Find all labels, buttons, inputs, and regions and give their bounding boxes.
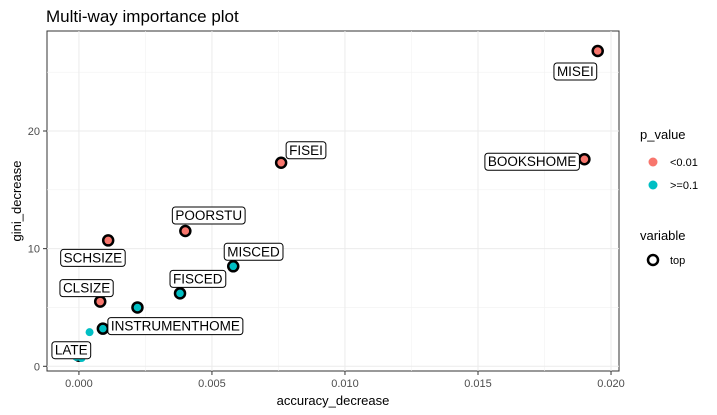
data-point [578, 152, 591, 166]
point-label-box [484, 152, 580, 171]
y-tick-label: 0 [34, 361, 40, 373]
point-label-text: FISCED [173, 271, 223, 286]
point-label-box [223, 242, 284, 261]
plot-panel [46, 30, 620, 372]
data-point [101, 234, 115, 247]
point-label: CLSIZE [59, 279, 114, 298]
y-axis-label: gini_decrease [9, 161, 24, 242]
data-point [96, 322, 110, 335]
point-label-box [59, 279, 114, 298]
point-label-text: LATE [55, 343, 88, 358]
point-label-box [553, 62, 598, 81]
point-label-text: CLSIZE [63, 281, 110, 296]
point-label-box [107, 317, 244, 336]
x-axis-label: accuracy_decrease [277, 393, 390, 408]
point-label-text: INSTRUMENTHOME [111, 319, 240, 334]
x-tick-label: 0.000 [65, 378, 93, 390]
point-label-text: BOOKSHOME [488, 154, 577, 169]
data-point [274, 156, 288, 170]
chart-title: Multi-way importance plot [46, 7, 239, 26]
legend-key-low-p [648, 157, 658, 167]
legend-key-high-p [648, 180, 658, 190]
legend-title-p-value: p_value [640, 127, 686, 142]
point-label-text: MISEI [557, 64, 594, 79]
x-tick-label: 0.010 [331, 378, 359, 390]
point-label: SCHSIZE [60, 248, 126, 267]
legend-key-top [646, 253, 660, 267]
point-label: FISCED [169, 269, 227, 288]
x-axis: 0.000 0.005 0.010 0.015 0.020 [65, 371, 625, 390]
point-label: INSTRUMENTHOME [107, 317, 244, 336]
point-label: LATE [51, 341, 92, 360]
x-tick-label: 0.015 [464, 378, 492, 390]
point-label: POORSTU [171, 206, 246, 225]
legend-label-top: top [670, 255, 685, 267]
point-label-box [169, 269, 227, 288]
point-label: BOOKSHOME [484, 152, 580, 171]
point-label-box [171, 206, 246, 225]
point-label-box [285, 141, 327, 160]
data-point [131, 301, 144, 314]
point-label: MISCED [223, 242, 284, 261]
legend-label-low-p: <0.01 [670, 157, 698, 169]
data-point [173, 287, 187, 300]
point-label: MISEI [553, 62, 598, 81]
point-label: FISEI [285, 141, 327, 160]
x-tick-label: 0.020 [597, 378, 625, 390]
data-point [179, 224, 192, 238]
data-point [85, 328, 94, 337]
legend-title-variable: variable [640, 228, 686, 243]
point-label-text: SCHSIZE [64, 250, 123, 265]
data-point [226, 260, 240, 273]
y-tick-label: 10 [28, 244, 40, 256]
point-labels: MISEI BOOKSHOME FISEI POORSTU SCHSIZE MISCED F… [51, 62, 598, 360]
y-axis: 0 10 20 [28, 126, 47, 373]
point-label-text: FISEI [289, 143, 323, 158]
point-label-box [51, 341, 92, 360]
legend-label-high-p: >=0.1 [670, 180, 698, 192]
data-point [93, 295, 107, 308]
grid-lines [47, 31, 619, 371]
point-label-text: MISCED [227, 244, 280, 259]
data-points [72, 44, 604, 363]
point-label-box [60, 248, 126, 267]
y-tick-label: 20 [28, 126, 40, 138]
data-point [591, 44, 604, 58]
x-tick-label: 0.005 [198, 378, 226, 390]
point-label-text: POORSTU [175, 208, 242, 223]
legend: p_value <0.01 >=0.1 variable top [640, 127, 698, 267]
